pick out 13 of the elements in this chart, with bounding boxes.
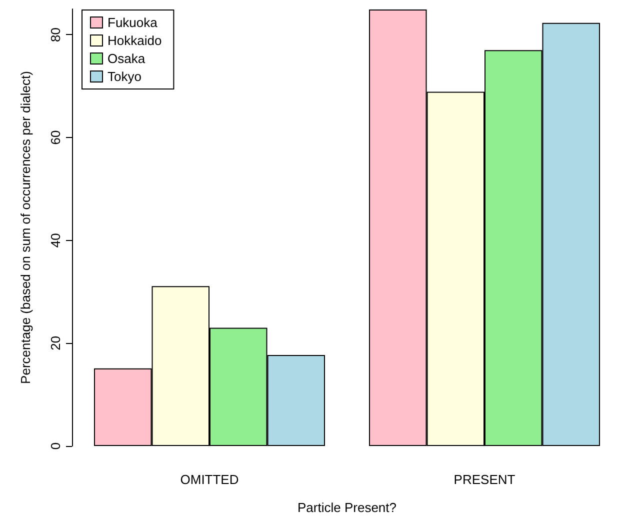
legend-label: Fukuoka xyxy=(108,15,158,30)
legend-label: Hokkaido xyxy=(108,33,162,48)
y-tick-label: 80 xyxy=(48,27,63,42)
x-axis-title: Particle Present? xyxy=(298,500,396,515)
y-axis-title: Percentage (based on sum of occurrences per dialect) xyxy=(18,71,33,384)
y-tick-label: 0 xyxy=(48,442,63,450)
y-tick-label: 40 xyxy=(48,233,63,248)
x-tick-label: OMITTED xyxy=(180,472,239,487)
legend-label: Tokyo xyxy=(108,69,142,84)
legend-label: Osaka xyxy=(108,51,146,66)
y-tick-label: 20 xyxy=(48,336,63,350)
x-tick-label: PRESENT xyxy=(454,472,516,487)
y-tick-label: 60 xyxy=(48,130,63,145)
